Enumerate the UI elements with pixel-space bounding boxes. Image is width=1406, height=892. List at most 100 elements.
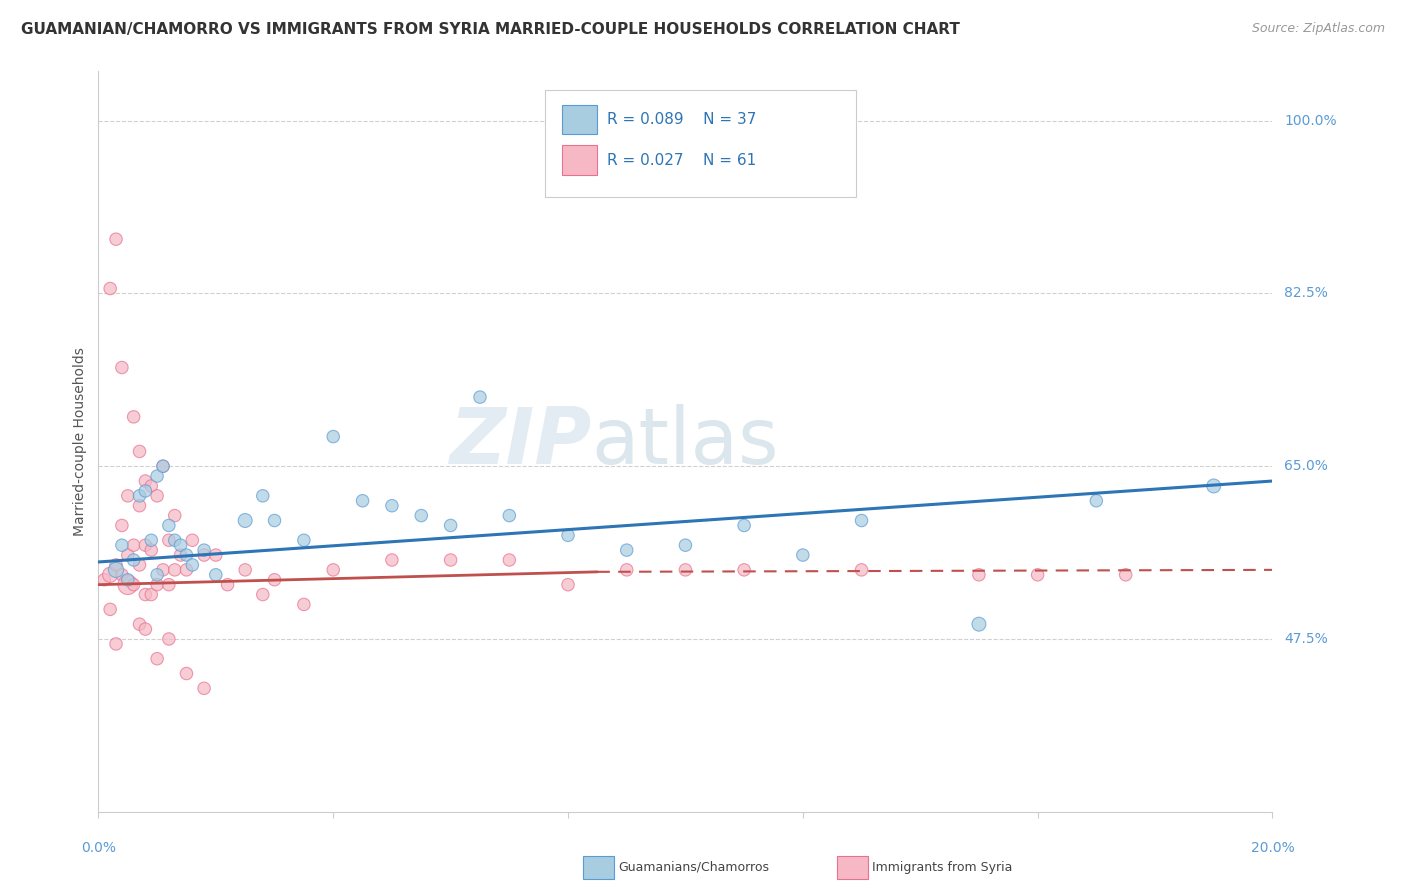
Point	[557, 577, 579, 591]
Point	[111, 518, 134, 533]
Point	[616, 543, 638, 558]
Point	[128, 499, 150, 513]
Text: 0.0%: 0.0%	[82, 841, 115, 855]
Text: Immigrants from Syria: Immigrants from Syria	[872, 861, 1012, 873]
Point	[146, 489, 169, 503]
Point	[157, 533, 180, 548]
Point	[675, 563, 697, 577]
Point	[134, 474, 156, 488]
Point	[146, 651, 169, 665]
Point	[468, 390, 491, 404]
Point	[233, 563, 256, 577]
Point	[141, 588, 163, 602]
Point	[252, 588, 274, 602]
Point	[292, 533, 315, 548]
Point	[111, 567, 134, 582]
Point	[157, 518, 180, 533]
Point	[733, 518, 755, 533]
Point	[733, 563, 755, 577]
Point	[322, 563, 344, 577]
Point	[193, 548, 215, 562]
Point	[169, 538, 191, 552]
Point	[117, 548, 139, 562]
Text: atlas: atlas	[592, 403, 779, 480]
Y-axis label: Married-couple Households: Married-couple Households	[73, 347, 87, 536]
Point	[152, 563, 174, 577]
Point	[851, 514, 873, 528]
Point	[134, 588, 156, 602]
Bar	[562, 145, 598, 175]
Point	[128, 558, 150, 572]
Point	[381, 553, 404, 567]
Point	[352, 493, 374, 508]
Point	[1026, 567, 1049, 582]
Point	[122, 577, 145, 591]
Point	[105, 558, 128, 572]
Point	[105, 637, 128, 651]
Point	[134, 538, 156, 552]
Point	[117, 489, 139, 503]
Point	[1085, 493, 1108, 508]
Point	[193, 543, 215, 558]
Point	[146, 567, 169, 582]
Point	[157, 577, 180, 591]
Text: 82.5%: 82.5%	[1284, 286, 1329, 301]
Point	[134, 483, 156, 498]
Point	[498, 508, 520, 523]
Point	[205, 548, 228, 562]
Text: 47.5%: 47.5%	[1284, 632, 1327, 646]
Bar	[562, 104, 598, 135]
Point	[1202, 479, 1225, 493]
Point	[411, 508, 433, 523]
Point	[439, 518, 461, 533]
Point	[152, 459, 174, 474]
Text: GUAMANIAN/CHAMORRO VS IMMIGRANTS FROM SYRIA MARRIED-COUPLE HOUSEHOLDS CORRELATIO: GUAMANIAN/CHAMORRO VS IMMIGRANTS FROM SY…	[21, 22, 960, 37]
Point	[217, 577, 239, 591]
Point	[1115, 567, 1137, 582]
Point	[205, 567, 228, 582]
Point	[128, 617, 150, 632]
Point	[141, 479, 163, 493]
Point	[616, 563, 638, 577]
Point	[128, 489, 150, 503]
Point	[176, 548, 198, 562]
Point	[792, 548, 814, 562]
Point	[181, 533, 204, 548]
Text: 65.0%: 65.0%	[1284, 459, 1329, 474]
Point	[169, 548, 191, 562]
Point	[233, 514, 256, 528]
Point	[141, 543, 163, 558]
Text: Source: ZipAtlas.com: Source: ZipAtlas.com	[1251, 22, 1385, 36]
Point	[176, 563, 198, 577]
Point	[152, 459, 174, 474]
Point	[498, 553, 520, 567]
Point	[128, 444, 150, 458]
Text: 100.0%: 100.0%	[1284, 113, 1337, 128]
Point	[93, 573, 115, 587]
FancyBboxPatch shape	[544, 90, 856, 197]
Point	[111, 360, 134, 375]
Point	[163, 533, 186, 548]
Point	[98, 567, 121, 582]
Point	[176, 666, 198, 681]
Point	[111, 538, 134, 552]
Point	[98, 602, 121, 616]
Point	[141, 533, 163, 548]
Point	[122, 538, 145, 552]
Point	[163, 508, 186, 523]
Point	[252, 489, 274, 503]
Point	[105, 232, 128, 246]
Point	[122, 409, 145, 424]
Point	[98, 281, 121, 295]
Point	[117, 577, 139, 591]
Point	[292, 598, 315, 612]
Point	[117, 573, 139, 587]
Point	[181, 558, 204, 572]
Point	[146, 469, 169, 483]
Point	[967, 567, 990, 582]
Point	[439, 553, 461, 567]
Point	[381, 499, 404, 513]
Text: 20.0%: 20.0%	[1250, 841, 1295, 855]
Point	[263, 573, 285, 587]
Point	[157, 632, 180, 646]
